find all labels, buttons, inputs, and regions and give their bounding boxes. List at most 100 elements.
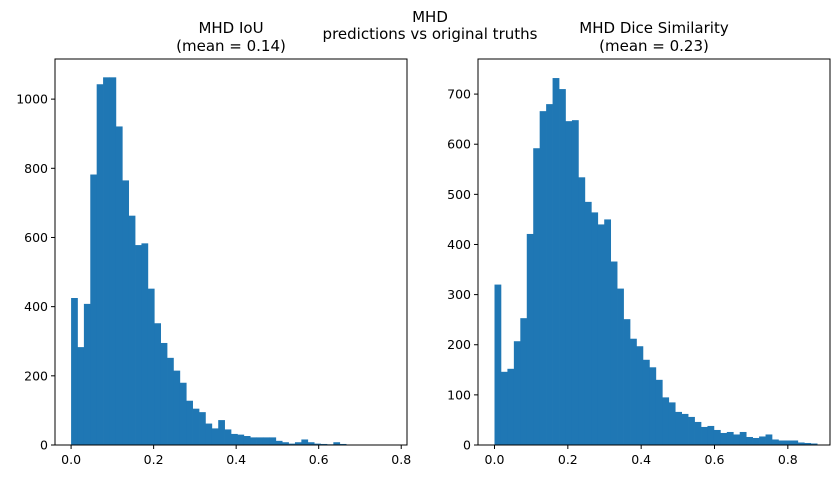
dice-bar — [500, 371, 508, 445]
dice-bar — [552, 78, 560, 446]
iou-bar — [135, 245, 142, 445]
dice-bar — [675, 411, 682, 445]
iou-bar — [294, 442, 302, 445]
iou-bar — [339, 443, 347, 445]
dice-bar — [571, 120, 579, 445]
dice-bar — [584, 201, 592, 445]
iou-bar — [224, 429, 232, 445]
dice-bar — [668, 402, 676, 445]
dice-y-tick-label: 600 — [447, 137, 471, 152]
dice-bar — [726, 431, 734, 445]
dice-bar — [746, 436, 753, 445]
iou-bar — [96, 84, 104, 445]
iou-bar — [205, 423, 213, 445]
dice-bar — [713, 429, 721, 445]
iou-axes-frame — [54, 58, 408, 446]
iou-bar — [211, 428, 219, 445]
iou-bar — [154, 323, 161, 445]
dice-bar — [765, 434, 773, 445]
dice-bar — [797, 442, 805, 445]
dice-y-tick-label: 500 — [447, 187, 471, 202]
dice-bar — [578, 177, 586, 445]
iou-bars — [71, 77, 385, 445]
iou-bar — [83, 303, 91, 445]
iou-x-tick-label: 0.4 — [226, 452, 246, 467]
iou-bar — [167, 357, 174, 445]
iou-bar — [256, 437, 264, 445]
iou-bar — [333, 442, 341, 445]
iou-y-tick-label: 600 — [24, 230, 48, 245]
iou-bar — [269, 437, 277, 445]
dice-bar — [733, 434, 741, 445]
iou-bar — [250, 437, 257, 445]
dice-x-tick-label: 0.2 — [558, 452, 578, 467]
iou-x-tick-label: 0.6 — [309, 452, 329, 467]
dice-x-tick-label: 0.8 — [778, 452, 798, 467]
iou-x-tick-label: 0.2 — [144, 452, 164, 467]
dice-bar — [630, 338, 637, 445]
iou-y-tick-label: 200 — [24, 368, 48, 383]
dice-y-tick-label: 400 — [447, 237, 471, 252]
dice-x-tick-label: 0.0 — [485, 452, 505, 467]
dice-bars — [494, 78, 818, 446]
dice-bar — [636, 346, 644, 445]
dice-bar — [688, 416, 695, 445]
iou-bar — [128, 215, 136, 445]
dice-bar — [804, 442, 812, 445]
iou-bar — [115, 126, 123, 445]
dice-bar — [617, 288, 624, 445]
iou-bar — [275, 440, 283, 445]
dice-x-tick-label: 0.6 — [705, 452, 725, 467]
dice-title-line-2: (mean = 0.23) — [599, 37, 709, 55]
dice-bar — [784, 440, 792, 445]
dice-y-tick-label: 100 — [447, 387, 471, 402]
iou-bar — [147, 288, 155, 445]
iou-y-tick-label: 0 — [40, 438, 48, 453]
dice-histogram-panel: MHD Dice Similarity (mean = 0.23) 0.0 0.2… — [447, 19, 831, 467]
iou-bar — [301, 439, 309, 445]
dice-bar — [533, 148, 541, 446]
dice-y-axis-ticks: 0 100 200 300 400 500 600 700 — [447, 87, 478, 453]
iou-bar — [314, 443, 321, 445]
dice-bar — [494, 284, 502, 445]
iou-bar — [103, 77, 110, 445]
iou-bar — [141, 243, 149, 445]
dice-bar — [507, 368, 515, 445]
iou-bar — [109, 77, 117, 445]
dice-bar — [752, 437, 760, 445]
dice-bar — [759, 436, 766, 445]
iou-bar — [237, 434, 245, 445]
iou-y-axis-ticks: 0 200 400 600 800 1000 — [16, 92, 55, 453]
dice-bar — [707, 425, 715, 445]
dice-bar — [591, 212, 599, 445]
dice-bar — [655, 379, 663, 445]
iou-bar — [262, 437, 270, 445]
dice-bar — [739, 431, 747, 445]
dice-bar — [694, 421, 702, 445]
iou-bar — [199, 412, 206, 445]
iou-x-tick-label: 0.8 — [391, 452, 411, 467]
iou-y-tick-label: 800 — [24, 161, 48, 176]
dice-y-tick-label: 300 — [447, 287, 471, 302]
dice-x-tick-label: 0.4 — [631, 452, 651, 467]
iou-y-tick-label: 1000 — [16, 92, 48, 107]
dice-bar — [597, 224, 605, 445]
dice-bar — [791, 440, 799, 445]
iou-bar — [192, 408, 200, 445]
dice-bar — [681, 413, 689, 445]
iou-bar — [307, 442, 315, 445]
dice-bar — [610, 261, 618, 445]
iou-title-line-2: (mean = 0.14) — [176, 37, 286, 55]
dice-bar — [778, 440, 786, 445]
iou-histogram-panel: MHD IoU (mean = 0.14) 0.0 0.2 0.4 0.6 0.8 0 2… — [16, 19, 411, 467]
dice-bar — [642, 359, 650, 445]
iou-y-tick-label: 400 — [24, 299, 48, 314]
iou-x-axis-ticks: 0.0 0.2 0.4 0.6 0.8 — [61, 445, 411, 467]
iou-x-tick-label: 0.0 — [61, 452, 81, 467]
dice-y-tick-label: 0 — [463, 438, 471, 453]
dice-bar — [810, 443, 818, 445]
suptitle-line-2: predictions vs original truths — [323, 25, 538, 43]
iou-bar — [160, 342, 168, 445]
suptitle-line-1: MHD — [412, 8, 448, 26]
dice-bar — [771, 439, 779, 445]
